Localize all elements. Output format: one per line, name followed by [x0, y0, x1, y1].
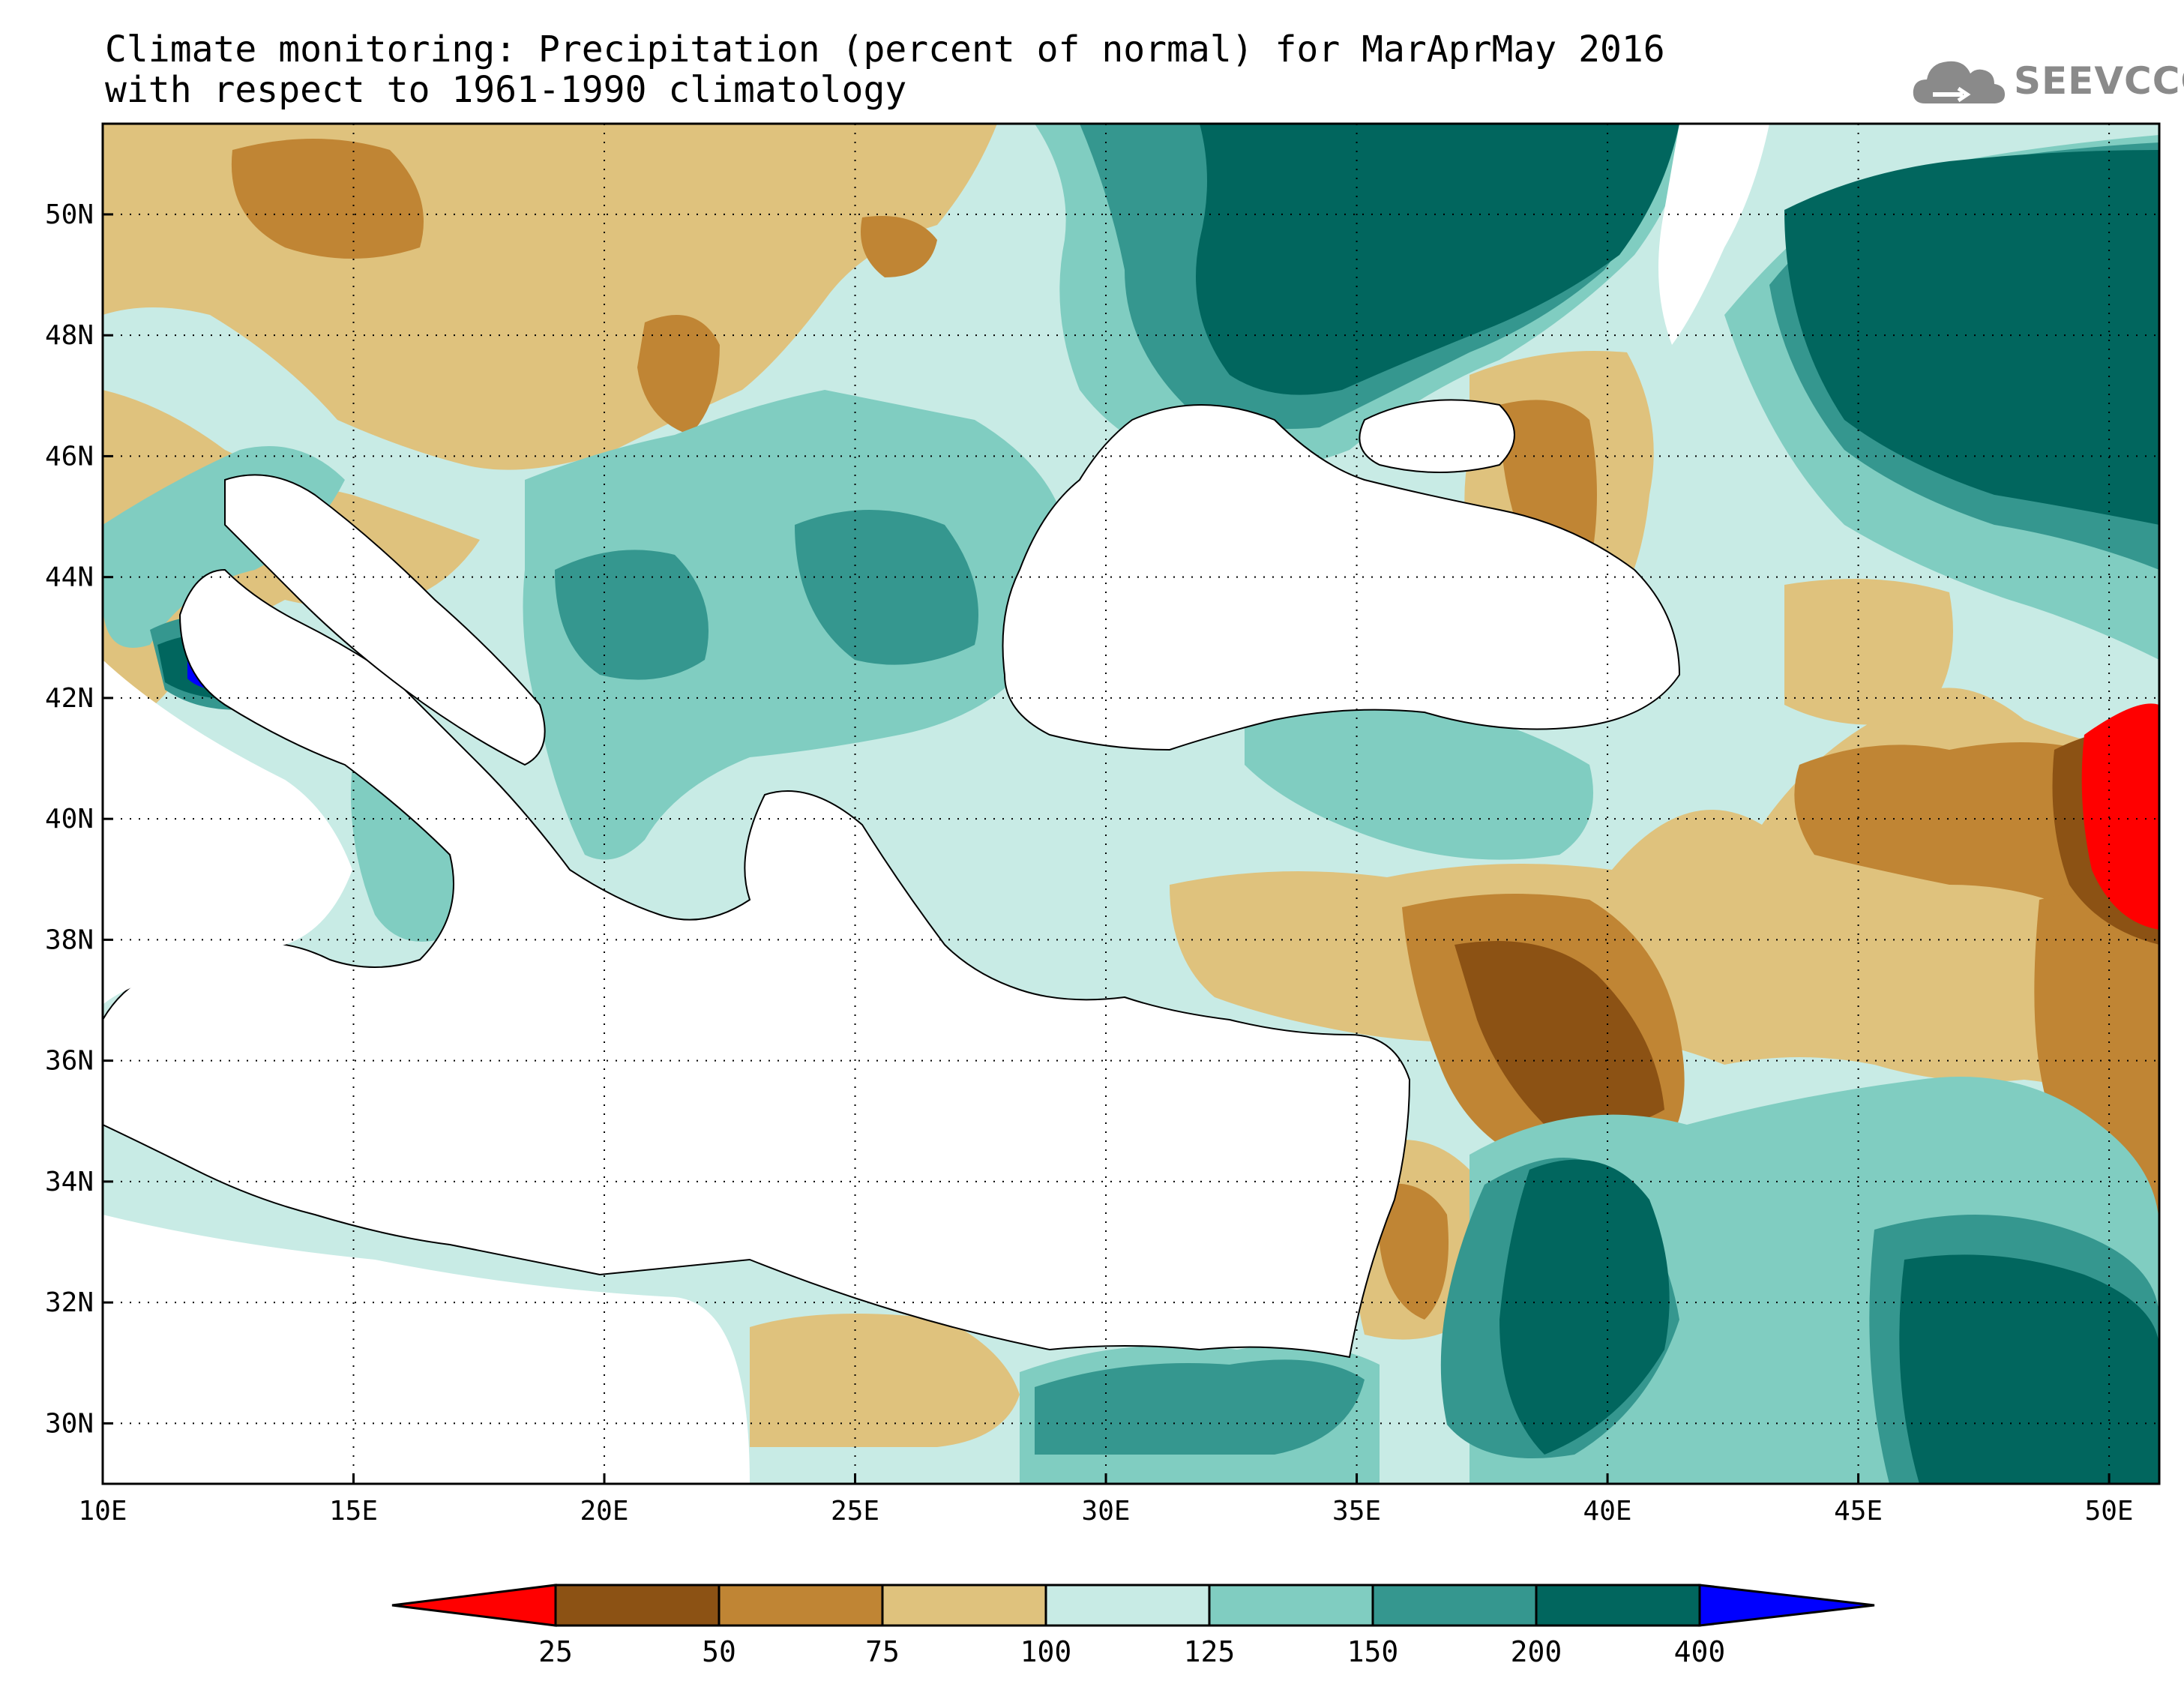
lon-tick-label: 40E	[1583, 1496, 1632, 1527]
region-syria-200-400	[1499, 1159, 1670, 1455]
region-czech-50-75	[231, 139, 424, 259]
region-balkans-125-150	[523, 390, 1065, 860]
black-sea	[1002, 404, 1681, 751]
lon-tick-label: 25E	[831, 1496, 879, 1527]
longitude-axis: 10E 15E 20E 25E 30E 35E 40E 45E 50E	[78, 1473, 2134, 1527]
region-hungary-50-75	[637, 315, 720, 435]
region-saudi-200-400	[1899, 1254, 2159, 1484]
colorbar-tick-label: 50	[702, 1635, 736, 1668]
region-iran-50-75	[2034, 892, 2159, 1230]
map-frame	[101, 122, 2161, 1485]
caspian-sea	[1658, 124, 1769, 345]
colorbar-segment	[1044, 1584, 1211, 1627]
colorbar-segment	[718, 1584, 884, 1627]
lat-tick-label: 50N	[45, 199, 94, 230]
mediterranean-sea	[103, 568, 1411, 1359]
colorbar-tick-label: 200	[1511, 1635, 1562, 1668]
latitude-axis: 30N 32N 34N 36N 38N 40N 42N 44N 46N 48N 50N	[45, 199, 113, 1439]
colorbar-segment	[1535, 1584, 1701, 1627]
lat-tick-label: 40N	[45, 804, 94, 835]
region-se-turkey-25-50	[1455, 941, 1664, 1130]
colorbar-tick-label: 25	[538, 1635, 573, 1668]
region-russia-200-400	[1784, 150, 2159, 525]
colorbar-tick-label: 400	[1674, 1635, 1726, 1668]
lat-tick-label: 48N	[45, 320, 94, 351]
lon-tick-label: 30E	[1082, 1496, 1131, 1527]
lat-tick-label: 44N	[45, 562, 94, 593]
lon-tick-label: 35E	[1332, 1496, 1381, 1527]
colorbar-tick-label: 100	[1020, 1635, 1072, 1668]
lon-tick-label: 45E	[1834, 1496, 1883, 1527]
logo-text: SEEVCCC	[2014, 59, 2184, 103]
region-ukraine-200-400	[1196, 124, 1679, 395]
colorbar-segment	[1371, 1584, 1538, 1627]
lat-tick-label: 34N	[45, 1167, 94, 1197]
seevccc-logo: SEEVCCC	[1910, 43, 2184, 118]
lat-tick-label: 46N	[45, 441, 94, 472]
lat-tick-label: 38N	[45, 924, 94, 955]
colorbar-tick-label: 150	[1347, 1635, 1399, 1668]
colorbar-arrow-low	[391, 1584, 557, 1627]
precipitation-field	[103, 124, 2159, 1484]
lat-tick-label: 30N	[45, 1408, 94, 1439]
colorbar-arrow-high	[1698, 1584, 1875, 1627]
region-libya-75-100	[750, 1314, 1020, 1447]
colorbar: 25 50 75 100 125 150 200 400	[391, 1584, 1875, 1668]
lat-tick-label: 32N	[45, 1287, 94, 1318]
region-egypt-150-200	[1035, 1359, 1365, 1455]
lon-tick-label: 50E	[2085, 1496, 2134, 1527]
region-romania-150-200	[795, 510, 978, 665]
adriatic-sea	[224, 474, 546, 766]
lat-tick-label: 36N	[45, 1046, 94, 1077]
colorbar-tick-label: 125	[1184, 1635, 1236, 1668]
map-subtitle: with respect to 1961-1990 climatology	[105, 69, 907, 111]
region-caspian-lt25	[2081, 703, 2159, 930]
crimea-sea-of-azov	[1359, 399, 1515, 473]
colorbar-segment	[1208, 1584, 1374, 1627]
africa-unshaded	[103, 1215, 750, 1484]
region-ukraine-w-50-75	[861, 216, 937, 277]
region-serbia-150-200	[555, 550, 709, 680]
region-ne-turkey-75-100	[1784, 579, 1953, 725]
lon-tick-label: 20E	[580, 1496, 629, 1527]
cloud-icon	[1913, 61, 2005, 103]
gridlines	[103, 124, 2159, 1484]
region-turkey-n-125-150	[1245, 700, 1593, 860]
colorbar-segment	[881, 1584, 1047, 1627]
tyrrhenian-sea	[103, 660, 352, 1005]
region-armenia-50-75	[1794, 742, 2084, 915]
region-israel-50-75	[1380, 1183, 1449, 1320]
lon-tick-label: 15E	[329, 1496, 378, 1527]
colorbar-segment	[554, 1584, 721, 1627]
colorbar-tick-label: 75	[865, 1635, 900, 1668]
map-title: Climate monitoring: Precipitation (perce…	[105, 28, 1665, 70]
lon-tick-label: 10E	[78, 1496, 127, 1527]
lat-tick-label: 42N	[45, 683, 94, 714]
